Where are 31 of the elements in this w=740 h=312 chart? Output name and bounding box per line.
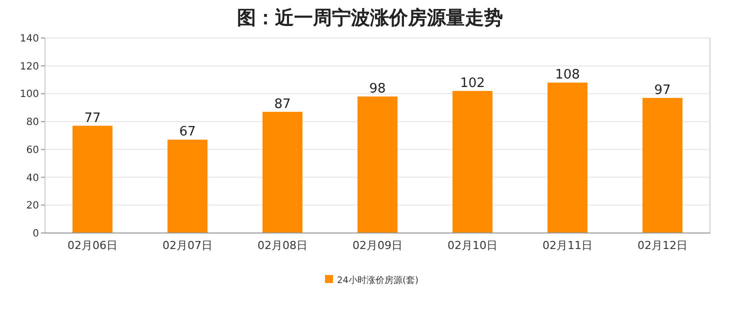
x-tick-label: 02月11日 xyxy=(542,239,592,252)
x-tick-label: 02月10日 xyxy=(448,239,498,252)
x-tick-label: 02月07日 xyxy=(162,239,212,252)
bar xyxy=(72,126,112,233)
y-tick-label: 60 xyxy=(26,144,39,156)
data-label: 67 xyxy=(179,124,196,140)
x-tick-label: 02月06日 xyxy=(68,239,118,252)
x-tick-label: 02月09日 xyxy=(352,239,402,252)
x-tick-label: 02月12日 xyxy=(638,239,688,252)
data-label: 87 xyxy=(274,96,291,112)
y-tick-label: 140 xyxy=(20,34,39,44)
y-tick-label: 80 xyxy=(26,117,39,128)
bar xyxy=(548,82,588,233)
y-tick-label: 0 xyxy=(32,228,39,240)
legend-label: 24小时涨价房源(套) xyxy=(337,275,418,286)
data-label: 108 xyxy=(555,68,580,83)
chart-title: 图：近一周宁波涨价房源量走势 xyxy=(237,7,503,29)
bar xyxy=(452,90,492,233)
y-tick-label: 120 xyxy=(20,61,39,72)
y-tick-label: 100 xyxy=(20,89,39,100)
bar xyxy=(642,98,682,233)
data-label: 77 xyxy=(84,110,101,126)
data-label: 97 xyxy=(654,82,671,98)
y-tick-label: 20 xyxy=(26,200,39,212)
x-tick-label: 02月08日 xyxy=(258,239,308,252)
y-tick-label: 40 xyxy=(26,172,39,184)
bar xyxy=(262,112,302,233)
data-label: 98 xyxy=(369,82,386,96)
data-label: 102 xyxy=(460,76,485,91)
bar xyxy=(358,96,398,233)
bar xyxy=(168,140,208,233)
